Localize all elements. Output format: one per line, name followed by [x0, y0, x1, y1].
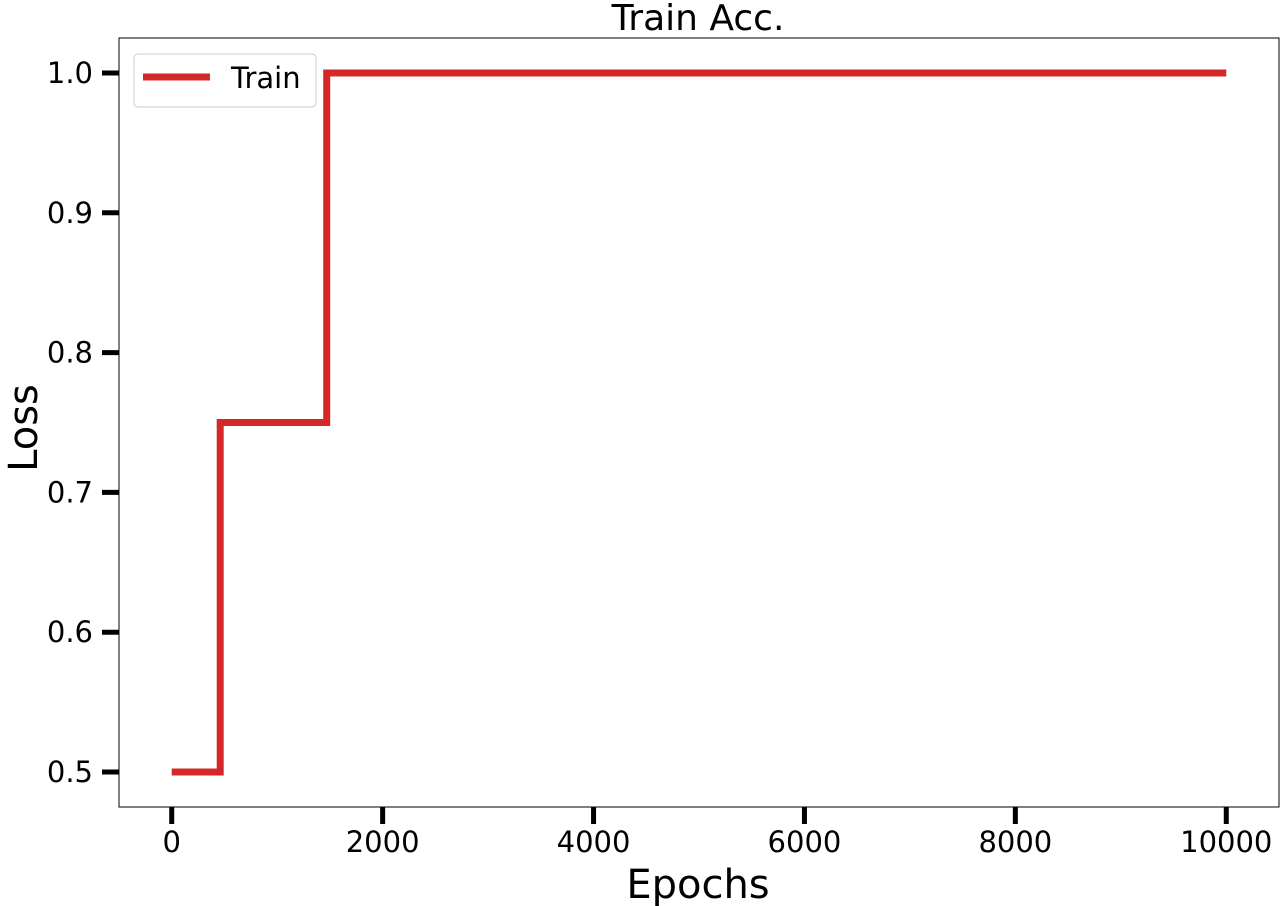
y-tick-label: 0.8	[47, 336, 93, 370]
y-axis: 0.5 0.6 0.7 0.8 0.9 1.0	[47, 56, 119, 789]
y-tick-label: 1.0	[47, 56, 93, 90]
x-tick-label: 4000	[557, 825, 631, 859]
series-line-train	[171, 69, 1227, 776]
y-tick-label: 0.6	[47, 615, 93, 649]
x-tick-label: 10000	[1180, 825, 1272, 859]
y-axis-label: Loss	[1, 384, 47, 472]
x-tick-label: 6000	[768, 825, 842, 859]
y-tick-label: 0.5	[47, 755, 93, 789]
x-axis-label: Epochs	[626, 862, 769, 906]
x-tick-label: 8000	[978, 825, 1052, 859]
y-tick-label: 0.9	[47, 196, 93, 230]
legend-box	[133, 53, 317, 108]
series-layer	[171, 69, 1227, 776]
x-tick-label: 2000	[346, 825, 420, 859]
x-axis: 0 2000 4000 6000 8000 10000	[163, 807, 1272, 859]
legend: Train	[133, 53, 317, 108]
y-tick-label: 0.7	[47, 475, 93, 509]
x-tick-label: 0	[163, 825, 181, 859]
legend-label-train: Train	[230, 61, 301, 95]
chart-title: Train Acc.	[611, 0, 785, 39]
plot-frame	[118, 37, 1280, 808]
